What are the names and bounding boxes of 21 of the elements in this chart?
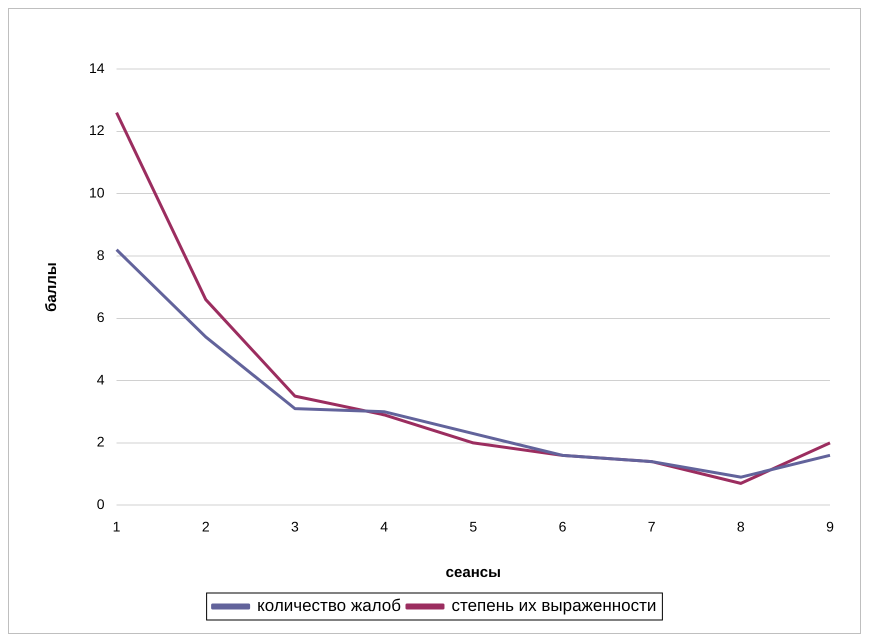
y-tick-label: 10 [88, 184, 105, 200]
y-tick-label: 8 [96, 246, 105, 263]
y-tick-label: 4 [96, 371, 105, 388]
x-tick-label: 6 [558, 518, 567, 534]
x-tick-label: 8 [736, 518, 745, 534]
x-tick-label: 1 [112, 518, 121, 534]
x-tick-label: 2 [202, 518, 210, 534]
y-tick-label: 0 [96, 496, 105, 512]
y-tick-label: 14 [88, 60, 105, 76]
x-tick-label: 4 [380, 518, 388, 534]
y-tick-label: 2 [96, 434, 105, 450]
x-tick-label: 9 [826, 518, 834, 534]
x-axis-title: сеансы [446, 564, 501, 582]
x-tick-label: 7 [648, 518, 656, 534]
y-tick-label: 6 [96, 309, 105, 326]
y-tick-label: 12 [88, 122, 105, 138]
x-tick-label: 3 [291, 518, 300, 534]
x-tick-label: 5 [469, 518, 478, 534]
y-axis-title: баллы [43, 262, 60, 312]
legend-label: количество жалоб [257, 596, 402, 616]
legend-label: степень их выраженности [451, 596, 656, 616]
